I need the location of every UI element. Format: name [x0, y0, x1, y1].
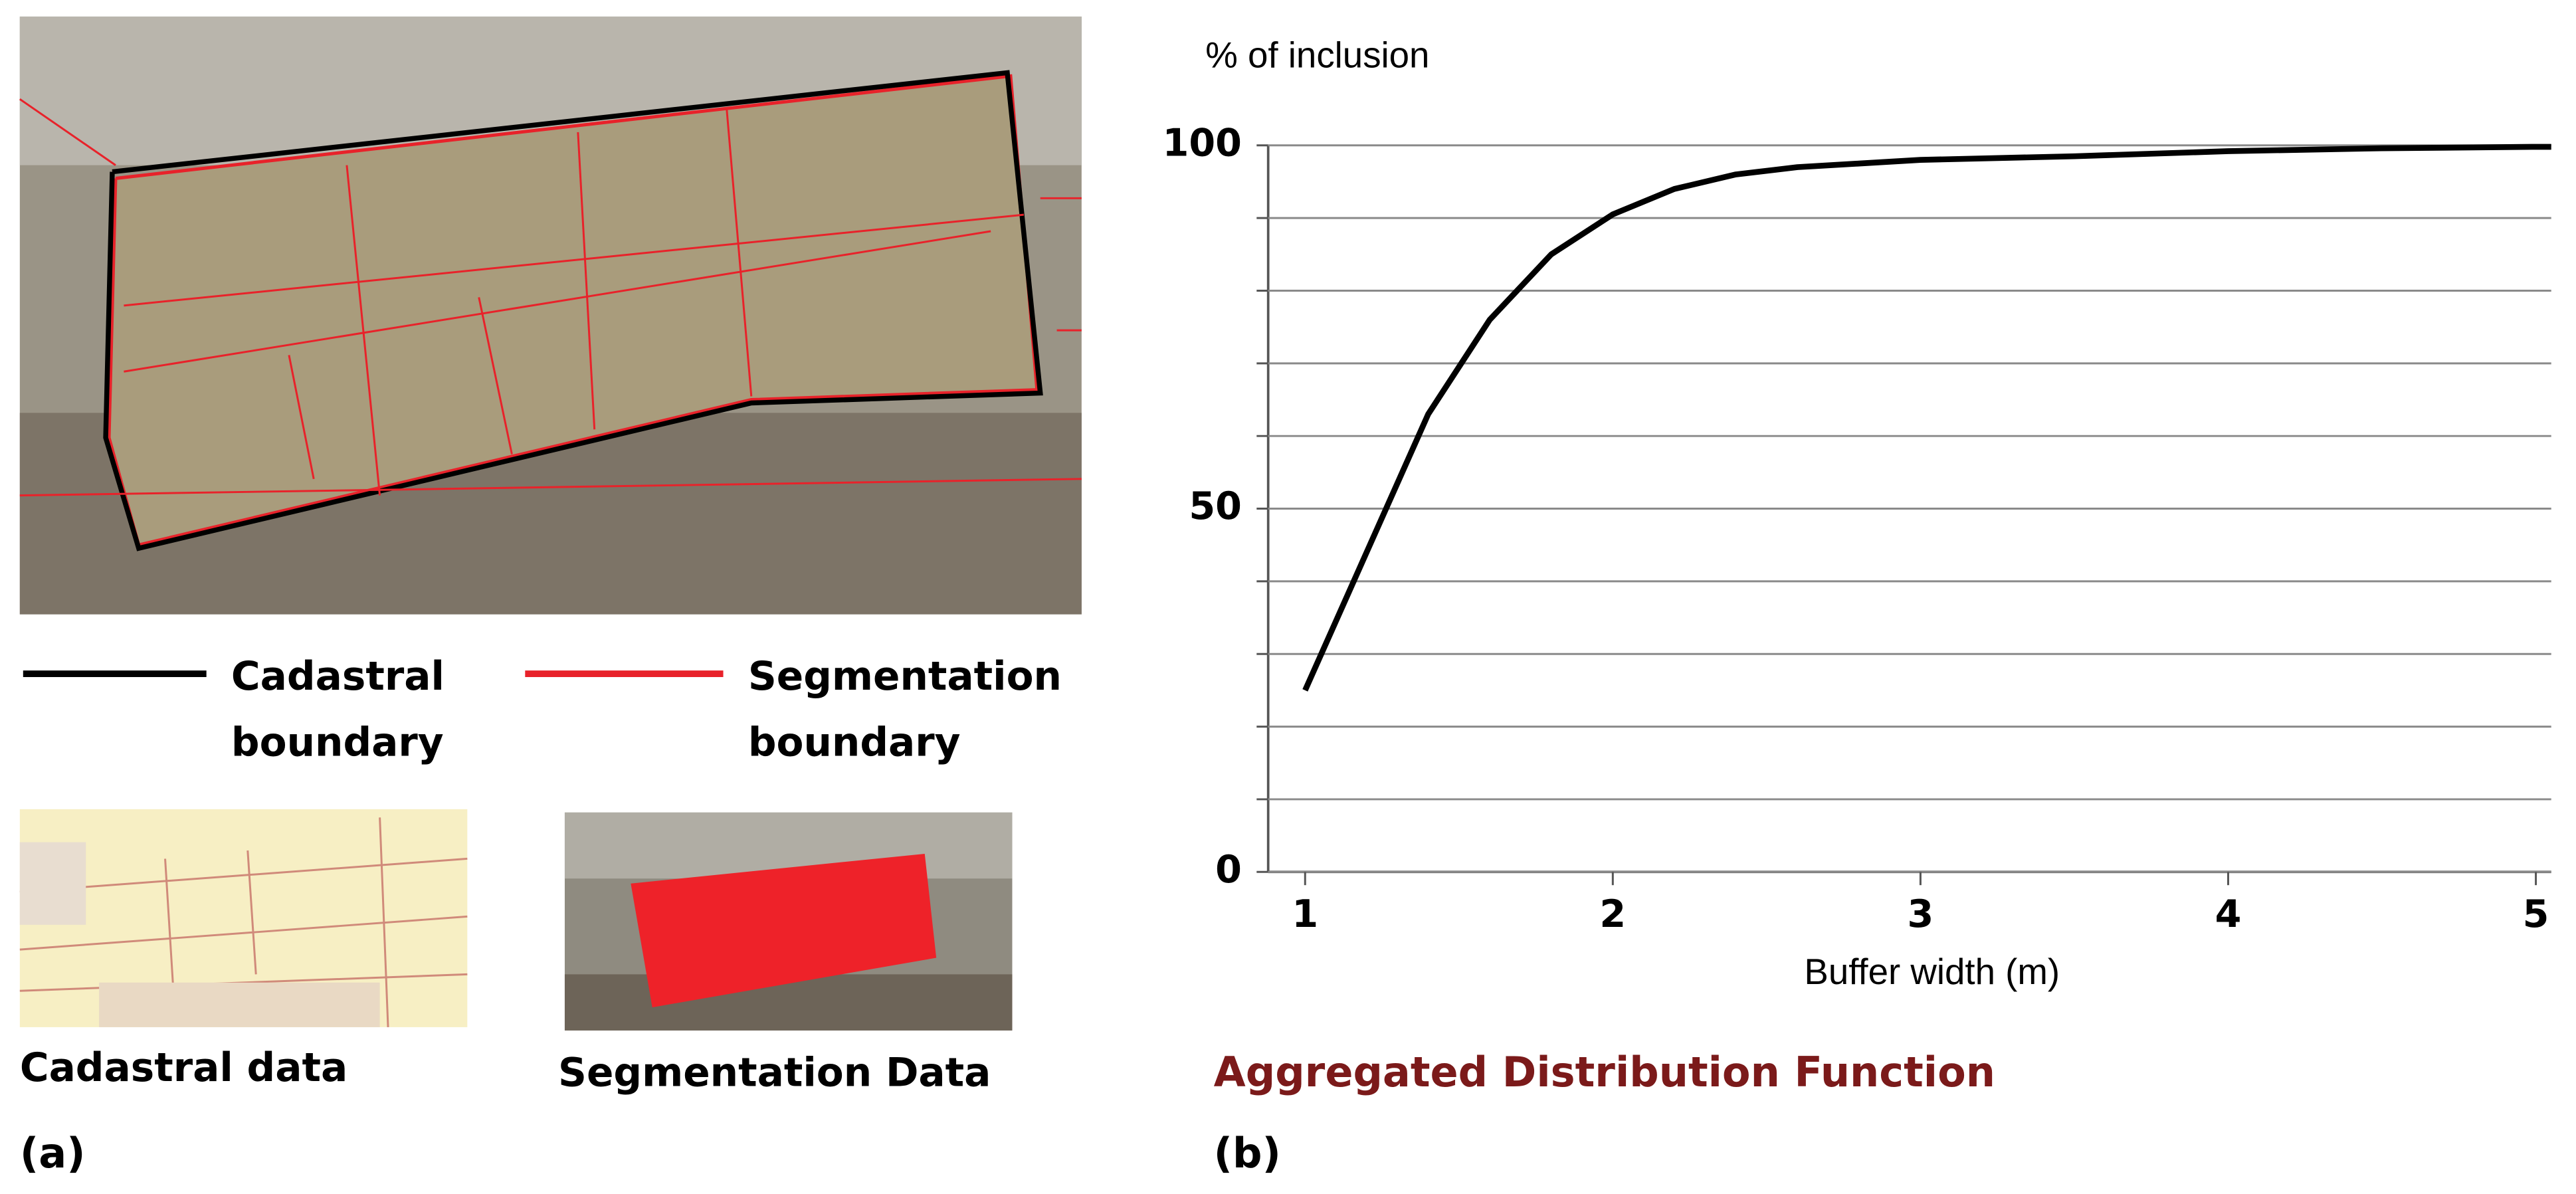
y-tick-label: 0 — [1215, 848, 1242, 892]
legend-label: boundary — [748, 720, 961, 766]
legend-label: Segmentation — [748, 654, 1062, 700]
x-axis-label: Buffer width (m) — [1804, 951, 2060, 992]
panel-label: (a) — [20, 1129, 86, 1177]
cadastral-thumbnail — [19, 809, 468, 1027]
x-tick-label: 2 — [1599, 892, 1626, 936]
aerial-image — [19, 16, 1082, 615]
legend-label: boundary — [231, 720, 444, 766]
panel-label: (b) — [1214, 1129, 1281, 1177]
y-axis-label: % of inclusion — [1205, 35, 1429, 76]
y-tick-label: 50 — [1189, 484, 1242, 528]
caption: Segmentation Data — [558, 1050, 991, 1096]
chart-title: Aggregated Distribution Function — [1214, 1048, 1995, 1096]
segmentation-thumbnail — [564, 812, 1013, 1031]
caption: Cadastral data — [20, 1045, 347, 1091]
x-tick-label: 1 — [1292, 892, 1318, 936]
x-tick-label: 3 — [1908, 892, 1934, 936]
y-tick-label: 100 — [1163, 121, 1242, 165]
x-tick-label: 5 — [2523, 892, 2549, 936]
legend-label: Cadastral — [231, 654, 445, 700]
data-line — [1302, 144, 2551, 692]
x-tick-label: 4 — [2215, 892, 2242, 936]
